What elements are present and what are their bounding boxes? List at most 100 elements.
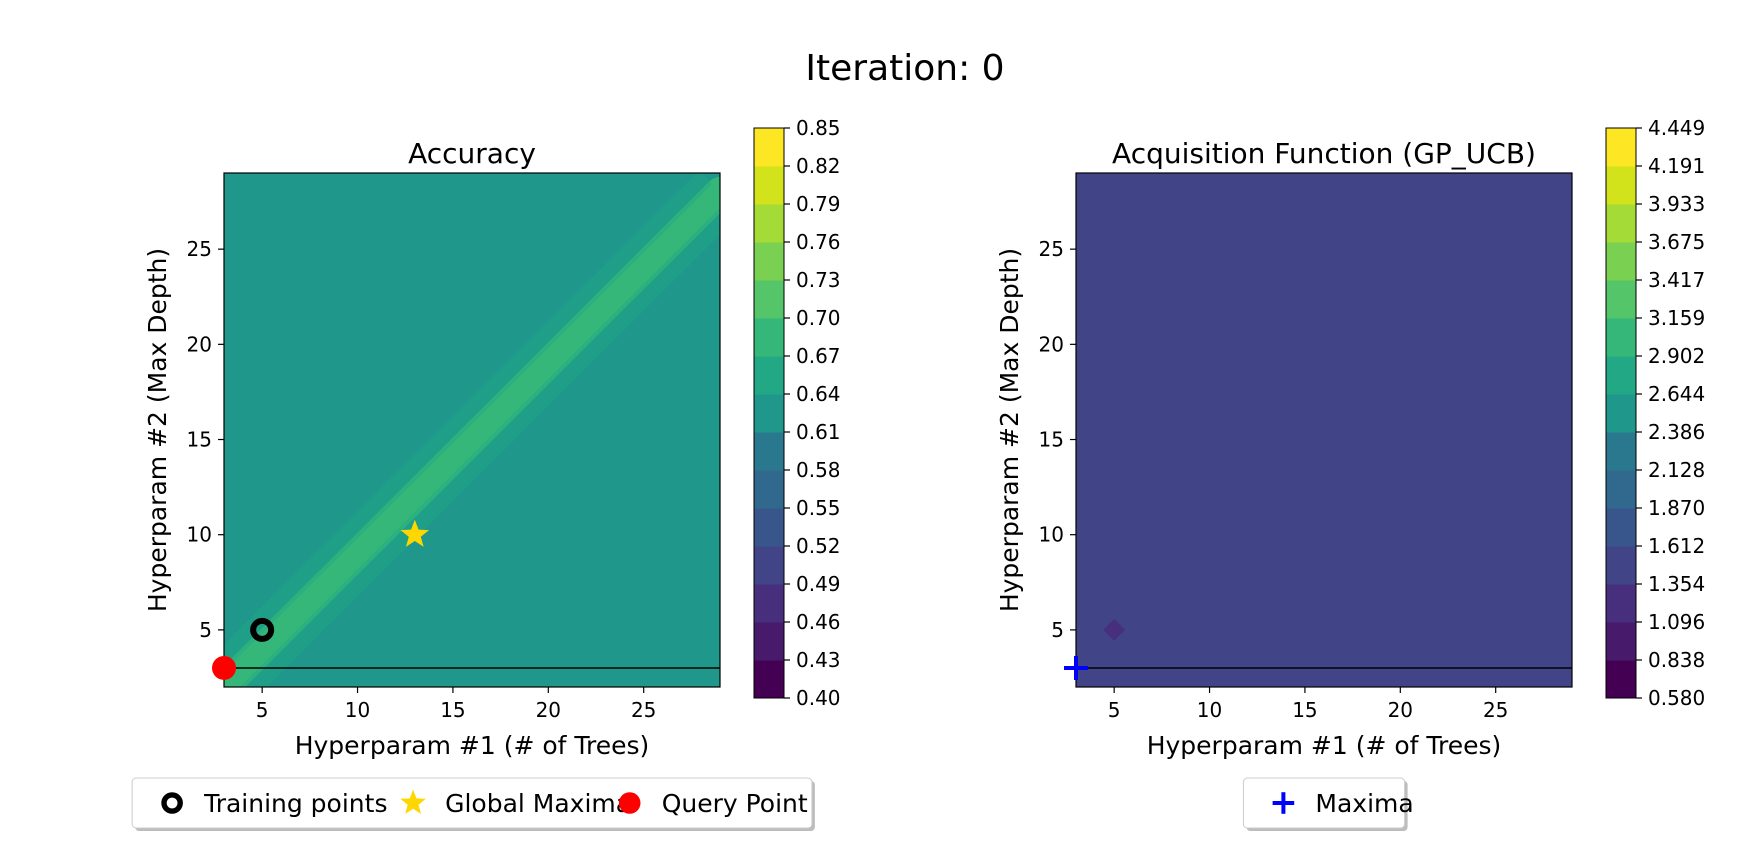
colorbar-band [754,470,784,509]
colorbar-tick-label: 4.191 [1648,154,1705,178]
colorbar-tick-label: 0.70 [796,306,841,330]
legend: Training points Global Maxima Query Point [131,777,815,831]
legend-marker [161,792,183,814]
colorbar-band [754,128,784,167]
colorbar-tick-label: 0.838 [1648,648,1705,672]
colorbar-band [754,622,784,661]
colorbar-tick-label: 0.61 [796,420,841,444]
y-tick-label: 5 [1051,618,1064,642]
legend-box [131,777,813,829]
y-axis-label: Hyperparam #2 (Max Depth) [143,248,172,612]
colorbar-tick-label: 0.76 [796,230,841,254]
marker-global-maxima [400,519,429,547]
y-tick-label: 15 [187,428,212,452]
colorbar-tick-label: 2.386 [1648,420,1705,444]
colorbar-tick-label: 2.644 [1648,382,1705,406]
colorbar-tick-label: 0.40 [796,686,841,710]
marker-maxima [1064,655,1088,680]
plot-area [1076,173,1572,687]
y-tick-label: 15 [1039,428,1064,452]
colorbar-band [754,508,784,547]
panel-title: Accuracy [408,137,536,170]
colorbar-tick-label: 0.49 [796,572,841,596]
colorbar-tick-label: 0.82 [796,154,841,178]
x-tick-label: 25 [1483,698,1508,722]
legend-label: Global Maxima [445,789,631,818]
colorbar-band [1606,128,1636,167]
colorbar-band [1606,432,1636,471]
x-tick-label: 20 [536,698,561,722]
colorbar-frame [1605,127,1637,699]
colorbar-tick-label: 0.52 [796,534,841,558]
colorbar-band [754,280,784,319]
colorbar-band [754,356,784,395]
colorbar-tick-label: 0.580 [1648,686,1705,710]
plot-area [224,173,720,687]
y-tick-label: 25 [187,237,212,261]
legend-marker [618,792,641,814]
colorbar-tick-label: 0.79 [796,192,841,216]
x-axis-label: Hyperparam #1 (# of Trees) [1147,731,1502,760]
colorbar-tick-label: 0.64 [796,382,841,406]
x-tick-label: 20 [1388,698,1413,722]
legend-label: Query Point [662,789,808,818]
x-tick-label: 10 [1197,698,1222,722]
colorbar-tick-label: 1.096 [1648,610,1705,634]
y-tick-label: 25 [1039,237,1064,261]
acquisition-panel: 5 10 15 20 25 5 10 15 20 25 Acquisition Function (… [995,116,1705,831]
colorbar-tick-label: 0.55 [796,496,841,520]
colorbar-band [754,432,784,471]
x-axis-label: Hyperparam #1 (# of Trees) [295,731,650,760]
colorbar-tick-label: 0.58 [796,458,841,482]
colorbar-frame [753,127,785,699]
colorbar-tick-label: 4.449 [1648,116,1705,140]
colorbar-band [1606,242,1636,281]
colorbar-band [754,584,784,623]
colorbar-band [1606,166,1636,205]
colorbar-tick-label: 1.354 [1648,572,1705,596]
colorbar-band [754,394,784,433]
axes-frame [223,172,721,688]
colorbar-band [1606,318,1636,357]
colorbar-band [754,204,784,243]
y-axis-label: Hyperparam #2 (Max Depth) [995,248,1024,612]
colorbar-tick-label: 3.675 [1648,230,1705,254]
x-tick-label: 5 [1108,698,1121,722]
legend: Maxima [1242,777,1414,831]
colorbar: 0.40 0.43 0.46 0.49 0.52 0.55 0.58 0.61 0.64 0.67… [753,116,841,710]
colorbar-band [1606,584,1636,623]
colorbar-band [1606,204,1636,243]
colorbar-band [1606,660,1636,699]
x-tick-label: 10 [345,698,370,722]
legend-marker [400,789,426,814]
colorbar-band [1606,508,1636,547]
colorbar-band [754,242,784,281]
axes-frame [1075,172,1573,688]
x-tick-label: 15 [1292,698,1317,722]
colorbar-band [1606,546,1636,585]
colorbar-band [1606,356,1636,395]
colorbar-band [754,166,784,205]
colorbar-tick-label: 0.46 [796,610,841,634]
legend-box [1242,777,1406,829]
colorbar-tick-label: 3.159 [1648,306,1705,330]
contour-band-core [224,184,720,687]
colorbar-band [1606,394,1636,433]
y-tick-label: 20 [1039,332,1064,356]
x-tick-label: 15 [440,698,465,722]
legend-label: Maxima [1315,789,1413,818]
colorbar-tick-label: 3.933 [1648,192,1705,216]
colorbar-tick-label: 0.85 [796,116,841,140]
colorbar-band [754,660,784,699]
x-tick-label: 25 [631,698,656,722]
marker-training-points [250,617,275,642]
colorbar-tick-label: 0.43 [796,648,841,672]
legend-marker [1272,792,1295,814]
marker-query-point [212,655,236,680]
colorbar-tick-label: 0.67 [796,344,841,368]
panel-title: Acquisition Function (GP_UCB) [1112,137,1536,170]
y-tick-label: 10 [1039,523,1064,547]
colorbar-tick-label: 2.902 [1648,344,1705,368]
colorbar-band [1606,622,1636,661]
